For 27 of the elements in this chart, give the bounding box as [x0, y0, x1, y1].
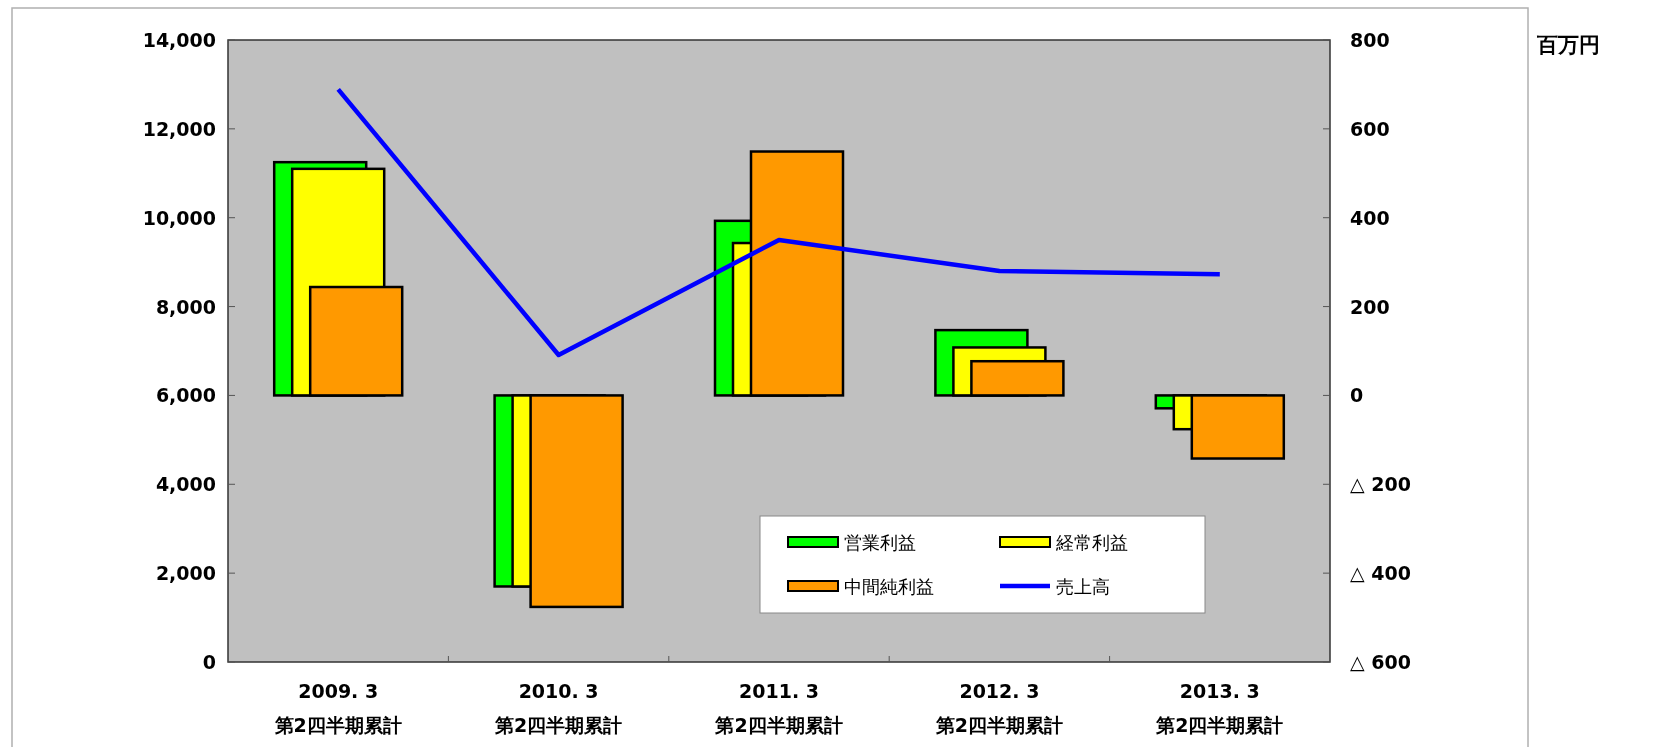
y2-tick-label: 0 — [1350, 384, 1364, 407]
y-tick-label: 4,000 — [155, 473, 216, 496]
y2-tick-label: 600 — [1350, 117, 1390, 140]
y-tick-label: 6,000 — [155, 384, 216, 407]
y-tick-label: 14,000 — [142, 29, 216, 51]
y-tick-label: 10,000 — [142, 206, 216, 229]
y2-tick-label: △ 400 — [1350, 562, 1411, 585]
legend-label: 経常利益 — [1055, 532, 1128, 553]
line-series — [335, 87, 1223, 358]
text: 百万円 — [1535, 33, 1600, 57]
y2-tick-label: △ 600 — [1350, 651, 1411, 673]
x-tick-label: 2010. 3 第2四半期累計 — [493, 680, 623, 736]
y-tick-label: 12,000 — [142, 117, 216, 140]
y-tick-label: 2,000 — [155, 562, 216, 585]
x-tick-label: 2012. 3 第2四半期累計 — [934, 680, 1064, 736]
legend-label: 中間純利益 — [844, 576, 934, 597]
y2-tick-label: 800 — [1350, 29, 1390, 51]
y2-tick-label: 400 — [1350, 206, 1390, 229]
x-tick-label: 2009. 3 第2四半期累計 — [273, 680, 402, 736]
y-tick-label: 8,000 — [155, 295, 216, 318]
legend-label: 営業利益 — [844, 532, 916, 553]
legend-label: 売上高 — [1056, 576, 1110, 597]
y2-tick-label: △ 200 — [1350, 473, 1411, 496]
x-tick-label: 2011. 3 第2四半期累計 — [714, 680, 843, 736]
x-tick-label: 2013. 3 第2四半期累計 — [1155, 680, 1284, 736]
y2-tick-label: 200 — [1350, 295, 1390, 318]
y-tick-label: 0 — [202, 651, 216, 673]
